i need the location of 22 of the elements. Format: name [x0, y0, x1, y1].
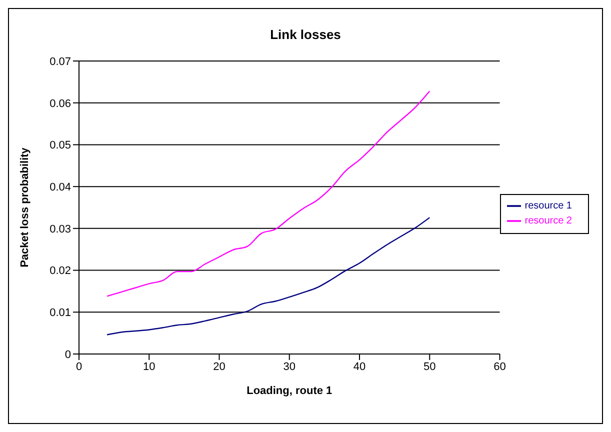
y-tick-label: 0.01 [50, 307, 71, 320]
legend-label: resource 1 [524, 201, 572, 212]
legend-label: resource 2 [524, 216, 572, 227]
y-tick-label: 0 [64, 348, 71, 361]
x-tick-label: 30 [283, 360, 296, 373]
line-series [106, 90, 430, 297]
x-axis-title: Loading, route 1 [246, 385, 332, 397]
chart-title: Link losses [269, 27, 342, 42]
x-tick-label: 10 [143, 360, 156, 373]
y-tick-label: 0.02 [50, 265, 71, 278]
x-tick-label: 20 [213, 360, 226, 373]
x-tick-label: 0 [76, 360, 82, 373]
y-tick-label: 0.04 [50, 181, 71, 194]
y-tick-label: 0.06 [50, 98, 71, 110]
y-tick-label: 0.03 [50, 223, 71, 236]
x-tick-label: 50 [424, 360, 436, 373]
line-series [106, 216, 430, 336]
y-tick-label: 0.07 [50, 56, 71, 68]
x-tick-label: 60 [494, 360, 506, 373]
y-tick-label: 0.05 [50, 140, 71, 152]
y-axis-title: Packet loss probability [18, 146, 31, 268]
x-tick-label: 40 [353, 360, 366, 373]
